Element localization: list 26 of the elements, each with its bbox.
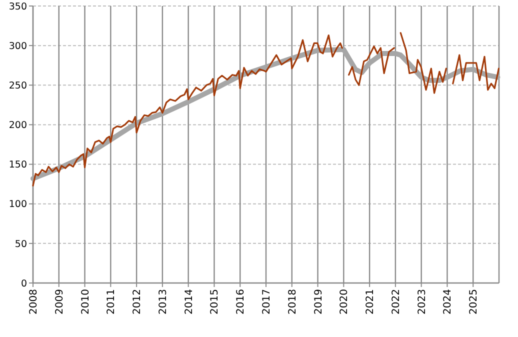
x-tick-label: 2020 bbox=[339, 289, 350, 314]
y-tick-label: 200 bbox=[8, 120, 27, 132]
y-tick-label: 150 bbox=[8, 160, 27, 171]
y-tick-label: 100 bbox=[8, 199, 27, 210]
x-tick-label: 2008 bbox=[28, 289, 40, 314]
x-tick-label: 2016 bbox=[236, 289, 247, 314]
x-tick-label: 2025 bbox=[468, 289, 480, 314]
x-tick-label: 2014 bbox=[184, 289, 195, 314]
x-tick-label: 2013 bbox=[158, 289, 169, 314]
y-tick-label: 0 bbox=[20, 278, 27, 290]
x-tick-label: 2010 bbox=[80, 289, 92, 314]
x-tick-label: 2018 bbox=[287, 289, 298, 314]
x-tick-label: 2015 bbox=[210, 289, 221, 314]
x-tick-label: 2009 bbox=[54, 289, 66, 314]
x-tick-label: 2011 bbox=[106, 289, 118, 314]
y-tick-label: 250 bbox=[8, 80, 27, 92]
x-tick-label: 2024 bbox=[442, 289, 454, 314]
y-tick-label: 300 bbox=[8, 40, 27, 52]
x-tick-label: 2012 bbox=[132, 289, 144, 314]
x-tick-label: 2023 bbox=[416, 289, 428, 314]
x-tick-label: 2022 bbox=[390, 289, 402, 314]
x-tick-label: 2019 bbox=[313, 289, 324, 314]
x-tick-label: 2021 bbox=[365, 289, 376, 314]
x-tick-label: 2017 bbox=[262, 289, 272, 314]
y-tick-label: 350 bbox=[8, 1, 27, 12]
y-tick-label: 50 bbox=[14, 238, 27, 250]
